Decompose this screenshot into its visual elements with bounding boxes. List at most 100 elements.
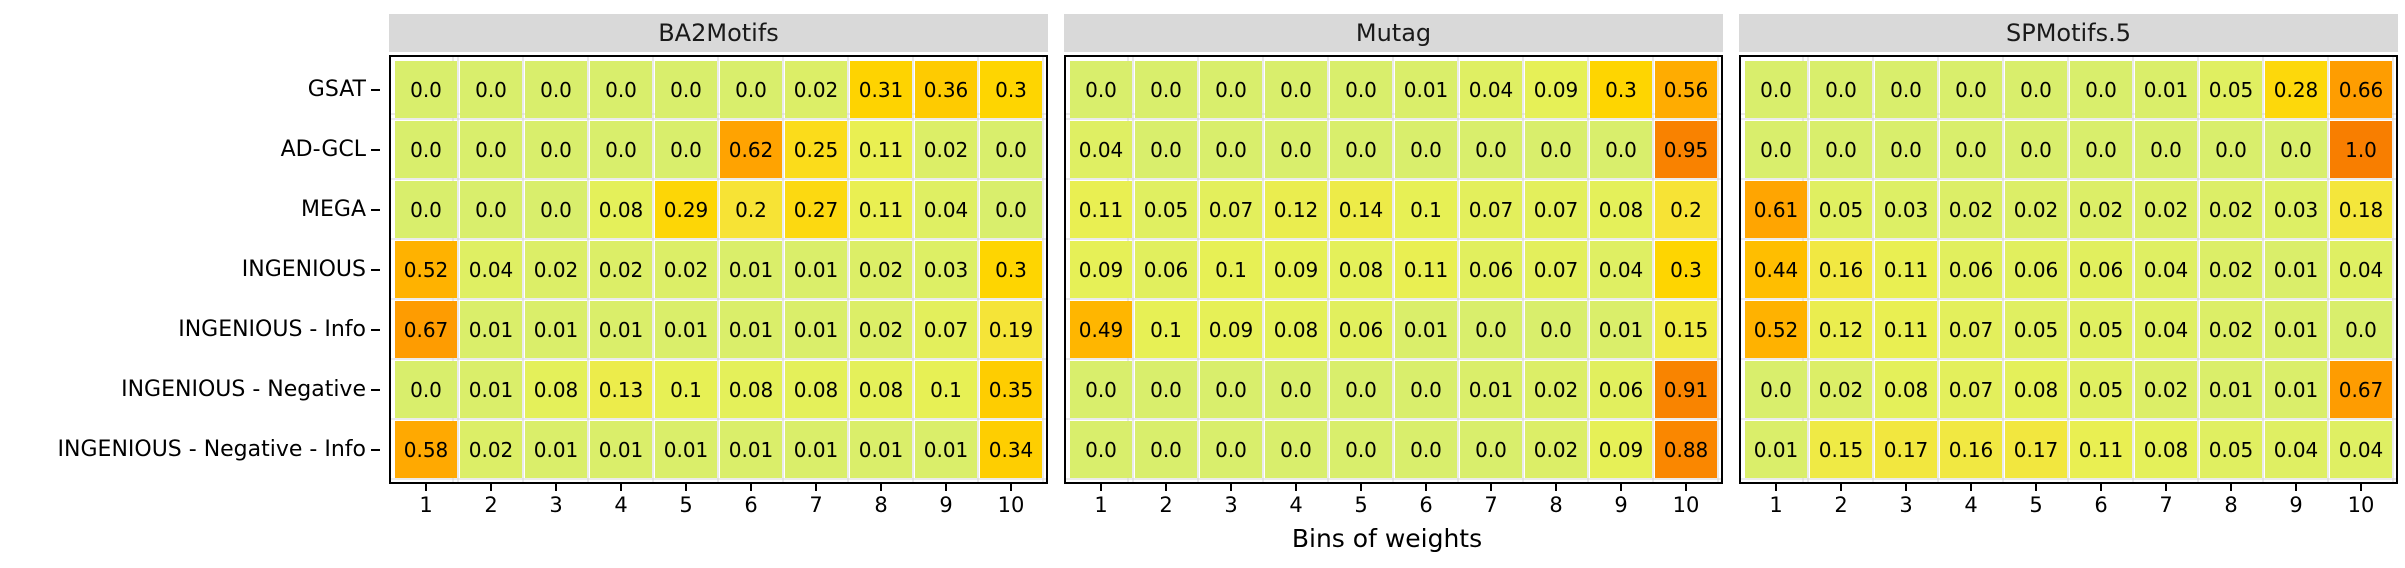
heatmap-cell: 0.0 [1875,61,1937,118]
heatmap-cell: 0.0 [1200,61,1262,118]
heatmap-cell: 0.01 [2200,361,2262,418]
heatmap-cell: 0.35 [980,361,1042,418]
heatmap-cell: 0.0 [525,121,587,178]
x-tick: 5 [655,484,717,517]
heatmap-cell: 0.05 [2070,361,2132,418]
heatmap-cell: 0.01 [720,301,782,358]
heatmap-cell: 0.04 [915,181,977,238]
heatmap-cell: 0.0 [2200,121,2262,178]
heatmap-cell: 0.0 [590,121,652,178]
panel-title-strip: SPMotifs.5 [1739,14,2398,52]
heatmap-cell: 0.0 [1070,421,1132,478]
y-tick-mark [371,208,380,211]
heatmap-cell: 0.1 [1200,241,1262,298]
heatmap-cell: 0.44 [1745,241,1807,298]
x-tick: 1 [1745,484,1807,517]
x-tick-label: 5 [1354,493,1368,517]
x-tick: 8 [1525,484,1587,517]
heatmap-cell: 0.27 [785,181,847,238]
heatmap-cell: 0.03 [2265,181,2327,238]
x-tick-mark [1555,484,1557,491]
heatmap-cell: 0.0 [460,181,522,238]
y-tick-mark [371,148,380,151]
row-labels: GSAT AD-GCL MEGA INGENIOUS INGENIOUS - Info I… [0,61,380,478]
heatmap-cell: 0.01 [785,241,847,298]
heatmap-cell: 0.01 [525,421,587,478]
heatmap-cell: 0.01 [590,301,652,358]
heatmap-cell: 0.19 [980,301,1042,358]
x-tick: 6 [2070,484,2132,517]
heatmap-cell: 0.0 [1265,61,1327,118]
heatmap-cell: 0.0 [1330,361,1392,418]
heatmap-cell: 0.06 [2005,241,2067,298]
heatmap-cell: 0.58 [395,421,457,478]
heatmap-cell: 0.0 [460,121,522,178]
heatmap-cell: 0.08 [2005,361,2067,418]
heatmap-cell: 0.0 [1070,361,1132,418]
heatmap-cell: 0.02 [2005,181,2067,238]
heatmap-cell: 0.07 [1940,301,2002,358]
row-label: GSAT [0,61,380,118]
x-tick-mark [1360,484,1362,491]
x-tick-label: 1 [419,493,433,517]
heatmap-cell: 0.01 [460,361,522,418]
heatmap-cell: 0.12 [1265,181,1327,238]
heatmap-cell: 0.16 [1940,421,2002,478]
heatmap-cell: 0.0 [1460,301,1522,358]
x-tick: 9 [2265,484,2327,517]
x-tick-label: 6 [744,493,758,517]
heatmap-cell: 0.52 [395,241,457,298]
y-tick-mark [371,388,380,391]
heatmap-cell: 0.0 [1940,121,2002,178]
x-tick-mark [425,484,427,491]
heatmap-cell: 0.08 [850,361,912,418]
row-label-text: INGENIOUS - Negative - Info [57,437,366,462]
heatmap-cell: 0.0 [1135,361,1197,418]
x-tick: 3 [1200,484,1262,517]
heatmap-cell: 0.0 [980,181,1042,238]
x-tick-label: 2 [1159,493,1173,517]
heatmap-cell: 0.11 [1875,301,1937,358]
x-tick-mark [1165,484,1167,491]
x-tick-label: 1 [1769,493,1783,517]
heatmap-cell: 0.0 [525,181,587,238]
row-label-text: INGENIOUS - Info [178,317,366,342]
x-tick: 9 [1590,484,1652,517]
row-label-text: MEGA [301,197,366,222]
heatmap-cell: 0.0 [1330,421,1392,478]
heatmap-cell: 0.07 [1460,181,1522,238]
x-tick-label: 1 [1094,493,1108,517]
x-tick: 1 [1070,484,1132,517]
heatmap-cell: 0.1 [915,361,977,418]
heatmap-cell: 0.0 [1200,421,1262,478]
heatmap-cell: 0.09 [1200,301,1262,358]
heatmap-cell: 0.17 [1875,421,1937,478]
heatmap-cell: 0.28 [2265,61,2327,118]
heatmap-cell: 0.01 [590,421,652,478]
x-tick-mark [2360,484,2362,491]
heatmap-cell: 0.18 [2330,181,2392,238]
x-tick-label: 6 [2094,493,2108,517]
heatmap-cell: 0.0 [525,61,587,118]
x-tick: 4 [590,484,652,517]
heatmap-cell: 0.09 [1590,421,1652,478]
heatmap-cell: 0.07 [1940,361,2002,418]
x-tick-mark [555,484,557,491]
x-tick-label: 8 [2224,493,2238,517]
heatmap-panel-border: 0.0 0.0 0.0 0.0 0.0 0.01 0.04 0.09 0.3 0.56 0.04 0.… [1064,55,1723,484]
heatmap-cell: 0.0 [1200,121,1262,178]
heatmap-cell: 0.0 [1940,61,2002,118]
heatmap-cell: 0.01 [785,301,847,358]
heatmap-cell: 0.06 [1460,241,1522,298]
x-tick-mark [1295,484,1297,491]
heatmap-cell: 0.15 [1655,301,1717,358]
heatmap-cell: 0.09 [1070,241,1132,298]
heatmap-cell: 0.02 [2070,181,2132,238]
heatmap-cell: 0.31 [850,61,912,118]
panel-title: BA2Motifs [658,19,779,47]
heatmap-cell: 0.01 [2265,241,2327,298]
heatmap-cell: 0.3 [1655,241,1717,298]
heatmap-cell: 0.03 [915,241,977,298]
heatmap-cell: 0.0 [1745,121,1807,178]
